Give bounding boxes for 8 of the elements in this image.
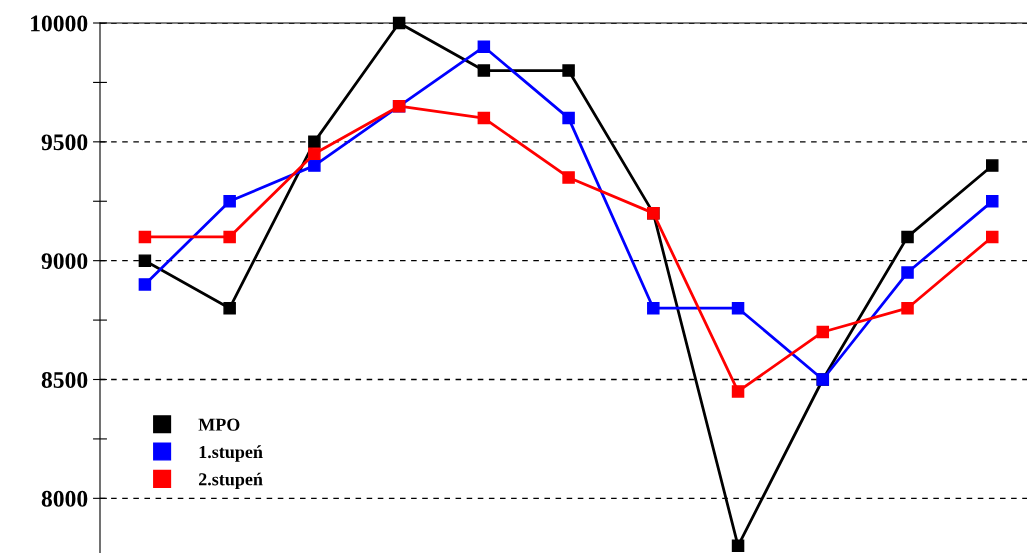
y-tick-label: 9000 <box>41 253 88 270</box>
legend-label: MPO <box>198 418 240 431</box>
y-tick-label: 9500 <box>41 134 88 151</box>
y-tick-label: 8000 <box>41 490 88 507</box>
y-tick-label: 8500 <box>41 371 88 388</box>
legend-label: 2.stupeń <box>198 472 263 490</box>
y-tick-label: 10000 <box>31 15 88 32</box>
legend-label: 1.stupeń <box>199 445 263 462</box>
